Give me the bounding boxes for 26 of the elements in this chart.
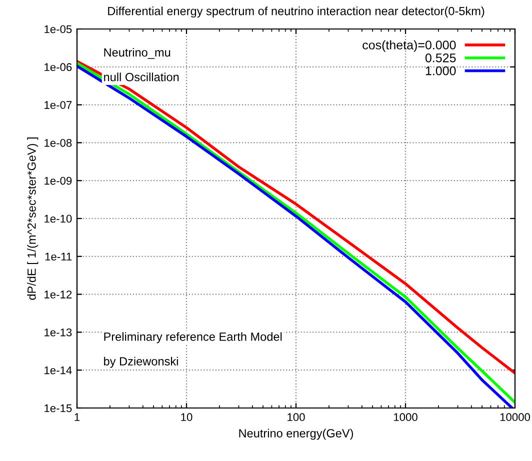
legend-label: 0.525: [425, 53, 456, 62]
y-tick-label: 1e-08: [44, 138, 72, 147]
x-tick-label: 1000: [394, 413, 418, 422]
chart-title: Differential energy spectrum of neutrino interaction near detector(0-5km): [108, 6, 484, 18]
legend-label: cos(theta)=0.000: [362, 40, 456, 52]
legend-label: 1.000: [426, 66, 456, 76]
annotation: null Oscillation: [104, 72, 179, 82]
y-tick-label: 1e-07: [44, 101, 72, 109]
x-tick-label: 10000: [500, 413, 530, 422]
y-tick-label: 1e-13: [44, 328, 72, 336]
annotation: Neutrino_mu: [104, 48, 170, 59]
y-tick-label: 1e-15: [44, 404, 72, 412]
annotation: by Dziewonski: [104, 356, 178, 368]
x-tick-label: 1: [74, 413, 80, 421]
y-axis-title: dP/dE [ 1/(m^2*sec*ster*GeV) ]: [27, 138, 38, 300]
y-tick-label: 1e-11: [45, 252, 72, 261]
annotation: Preliminary reference Earth Model: [104, 332, 282, 344]
y-tick-label: 1e-12: [44, 290, 72, 298]
y-tick-label: 1e-10: [44, 214, 72, 223]
y-tick-label: 1e-05: [44, 25, 72, 34]
y-tick-label: 1e-09: [44, 176, 72, 185]
x-tick-label: 10: [181, 413, 192, 422]
x-axis-title: Neutrino energy(GeV): [239, 428, 354, 440]
y-tick-label: 1e-14: [44, 366, 72, 374]
y-tick-label: 1e-06: [44, 63, 72, 72]
x-tick-label: 100: [288, 413, 305, 422]
